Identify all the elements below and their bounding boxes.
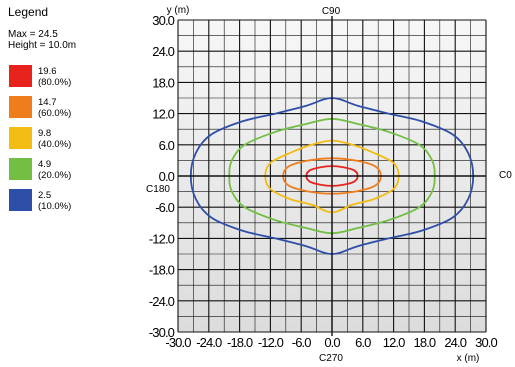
direction-label-c0: C0	[499, 170, 512, 181]
legend-percent: (80.0%)	[38, 77, 71, 88]
legend: Legend Max = 24.5 Height = 10.0m 19.6(80…	[8, 5, 76, 212]
x-tick-label: -30.0	[165, 335, 191, 350]
legend-value: 14.7	[38, 97, 57, 108]
x-tick-label: 0.0	[324, 335, 340, 350]
y-tick-label: -18.0	[149, 263, 175, 278]
legend-percent: (20.0%)	[38, 170, 71, 181]
y-tick-label: -12.0	[149, 231, 175, 246]
x-tick-label: 30.0	[475, 335, 497, 350]
legend-swatch	[9, 127, 32, 149]
legend-value: 2.5	[38, 190, 51, 201]
legend-value: 9.8	[38, 128, 51, 139]
legend-percent: (60.0%)	[38, 108, 71, 119]
y-tick-label: 18.0	[152, 75, 174, 90]
x-tick-label: -6.0	[292, 335, 311, 350]
y-tick-label: 6.0	[159, 138, 175, 153]
x-tick-label: -18.0	[227, 335, 253, 350]
direction-label-c180: C180	[146, 184, 170, 195]
legend-percent: (40.0%)	[38, 139, 71, 150]
legend-value: 4.9	[38, 159, 51, 170]
legend-swatch	[9, 65, 32, 87]
x-tick-label: 18.0	[414, 335, 436, 350]
legend-swatch	[9, 189, 32, 211]
legend-swatch	[9, 158, 32, 180]
x-axis-label: x (m)	[457, 353, 480, 364]
x-tick-label: -12.0	[258, 335, 284, 350]
y-tick-label: 12.0	[152, 107, 174, 122]
legend-value: 19.6	[38, 66, 57, 77]
legend-items: 19.6(80.0%) 14.7(60.0%) 9.8(40.0%) 4.9(20.0…	[9, 65, 71, 212]
legend-max: Max = 24.5	[8, 29, 58, 40]
y-tick-label: 30.0	[152, 13, 174, 28]
x-tick-label: 12.0	[383, 335, 405, 350]
axes: -30.0 -24.0 -18.0 -12.0 -6.0 0.0 6.0 12.0 18.0 24…	[149, 13, 499, 350]
y-tick-label: -6.0	[155, 200, 174, 215]
legend-height: Height = 10.0m	[8, 40, 76, 51]
direction-label-c270: C270	[319, 353, 343, 364]
y-tick-label: 24.0	[152, 44, 174, 59]
legend-title: Legend	[8, 5, 48, 19]
legend-swatch	[9, 96, 32, 118]
x-tick-label: 24.0	[444, 335, 466, 350]
direction-label-c90: C90	[322, 6, 341, 17]
x-tick-label: 6.0	[355, 335, 371, 350]
x-tick-label: -24.0	[196, 335, 222, 350]
legend-percent: (10.0%)	[38, 201, 71, 212]
y-tick-label: -30.0	[149, 325, 175, 340]
y-tick-label: -24.0	[149, 294, 175, 309]
y-axis-label: y (m)	[167, 5, 190, 16]
y-tick-label: 0.0	[159, 169, 175, 184]
